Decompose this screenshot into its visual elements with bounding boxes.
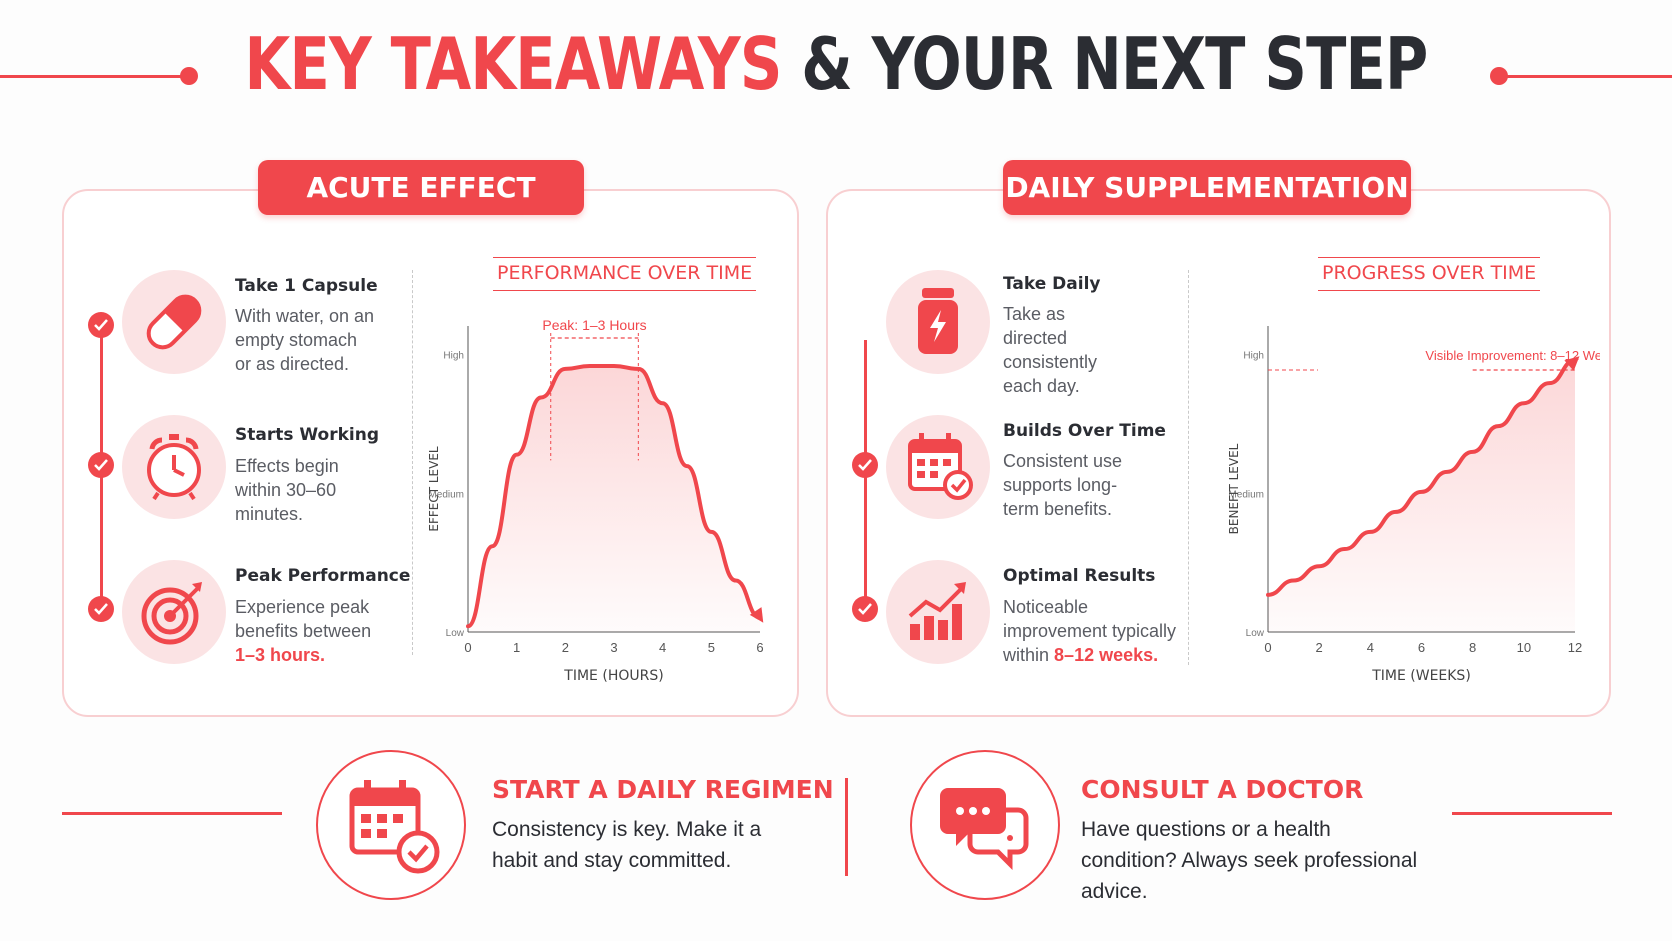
x-axis-label: TIME (WEEKS) [1371, 668, 1471, 684]
x-tick-label: 6 [756, 640, 763, 655]
y-tick-label: Medium [428, 489, 464, 500]
capsule-icon [122, 270, 226, 374]
panel-divider [412, 270, 413, 655]
daily-supplementation-badge: DAILY SUPPLEMENTATION [1003, 160, 1411, 215]
x-tick-label: 0 [1264, 640, 1271, 655]
step-title: Builds Over Time [1003, 421, 1166, 441]
y-axis-label: EFFECT LEVEL [427, 446, 441, 532]
y-tick-label: High [1243, 351, 1264, 362]
panel-divider [1188, 270, 1189, 665]
header-line-left [0, 75, 185, 78]
y-tick-label: Medium [1228, 489, 1264, 500]
y-tick-label: Low [1246, 628, 1265, 639]
chart-title: PERFORMANCE OVER TIME [493, 257, 757, 291]
x-tick-label: 1 [513, 640, 520, 655]
series-area [468, 366, 760, 632]
step-description: Experience peak benefits between 1–3 hou… [235, 595, 375, 667]
improvement-annotation: Visible Improvement: 8–12 Weeks [1425, 348, 1600, 363]
x-tick-label: 2 [562, 640, 569, 655]
x-tick-label: 4 [1367, 640, 1374, 655]
calendar-check-icon [316, 750, 466, 900]
series-line [1266, 358, 1577, 597]
y-tick-label: High [443, 351, 464, 362]
supplement-bottle-icon [886, 270, 990, 374]
x-tick-label: 10 [1517, 640, 1531, 655]
cta-title: CONSULT A DOCTOR [1081, 775, 1364, 804]
chart-title: PROGRESS OVER TIME [1318, 257, 1541, 291]
target-icon [122, 560, 226, 664]
step-title: Take 1 Capsule [235, 276, 378, 296]
y-axis-label: BENEFIT LEVEL [1227, 443, 1241, 534]
cta-divider [845, 778, 848, 876]
title-rest: & YOUR NEXT STEP [801, 22, 1428, 106]
step-title: Optimal Results [1003, 566, 1156, 586]
title-highlight: KEY TAKEAWAYS [244, 22, 783, 106]
x-tick-label: 2 [1316, 640, 1323, 655]
series-arrow [749, 607, 764, 623]
cta-description: Consistency is key. Make it a habit and … [492, 818, 762, 872]
step-description-text: Experience peak benefits between [235, 597, 372, 641]
step-description: Consistent use supports long-term benefi… [1003, 451, 1123, 519]
x-tick-label: 0 [464, 640, 471, 655]
series-area [1268, 360, 1575, 632]
footer-line-left [62, 812, 282, 815]
step-title: Starts Working [235, 425, 380, 445]
check-icon [852, 452, 878, 478]
x-tick-label: 5 [708, 640, 715, 655]
x-tick-label: 3 [610, 640, 617, 655]
performance-chart: Low Medium High 0 1 2 3 4 5 6 TIME (HOURS) EFFECT L… [427, 320, 764, 684]
footer-line-right [1452, 812, 1612, 815]
page-title: KEY TAKEAWAYS & YOUR NEXT STEP [150, 22, 1521, 106]
header-line-right [1495, 75, 1672, 78]
step-highlight: 1–3 hours. [235, 645, 326, 665]
step-title: Peak Performance [235, 566, 411, 586]
x-tick-label: 4 [659, 640, 666, 655]
cta-description: Have questions or a health condition? Al… [1081, 818, 1418, 903]
peak-annotation: Peak: 1–3 Hours [542, 320, 646, 333]
progress-chart: Low Medium High 0 2 4 6 8 10 12 TIME (WEEKS) BENEFI… [1227, 326, 1600, 684]
step-title: Take Daily [1003, 274, 1101, 294]
x-tick-label: 6 [1418, 640, 1425, 655]
series-line [466, 364, 762, 629]
step-description-text: Noticeable improvement typically within [1003, 597, 1177, 665]
step-description: With water, on an empty stomach or as di… [235, 306, 375, 374]
header-dot-left [180, 67, 198, 85]
x-tick-label: 8 [1469, 640, 1476, 655]
step-highlight: 8–12 weeks. [1054, 645, 1159, 665]
chat-bubbles-icon [910, 750, 1060, 900]
cta-title: START A DAILY REGIMEN [492, 775, 834, 804]
check-icon [852, 596, 878, 622]
check-icon [88, 452, 114, 478]
check-icon [88, 596, 114, 622]
series-arrow [1564, 356, 1580, 371]
y-tick-label: Low [446, 628, 465, 639]
step-description: Effects begin within 30–60 minutes. [235, 456, 339, 524]
step-description: Noticeable improvement typically within … [1003, 595, 1178, 667]
check-icon [88, 312, 114, 338]
alarm-clock-icon [122, 415, 226, 519]
growth-chart-icon [886, 560, 990, 664]
acute-effect-badge: ACUTE EFFECT [258, 160, 584, 215]
step-description: Take as directed consistently each day. [1003, 304, 1098, 396]
x-tick-label: 12 [1568, 640, 1582, 655]
calendar-check-icon [886, 415, 990, 519]
x-axis-label: TIME (HOURS) [563, 668, 663, 684]
